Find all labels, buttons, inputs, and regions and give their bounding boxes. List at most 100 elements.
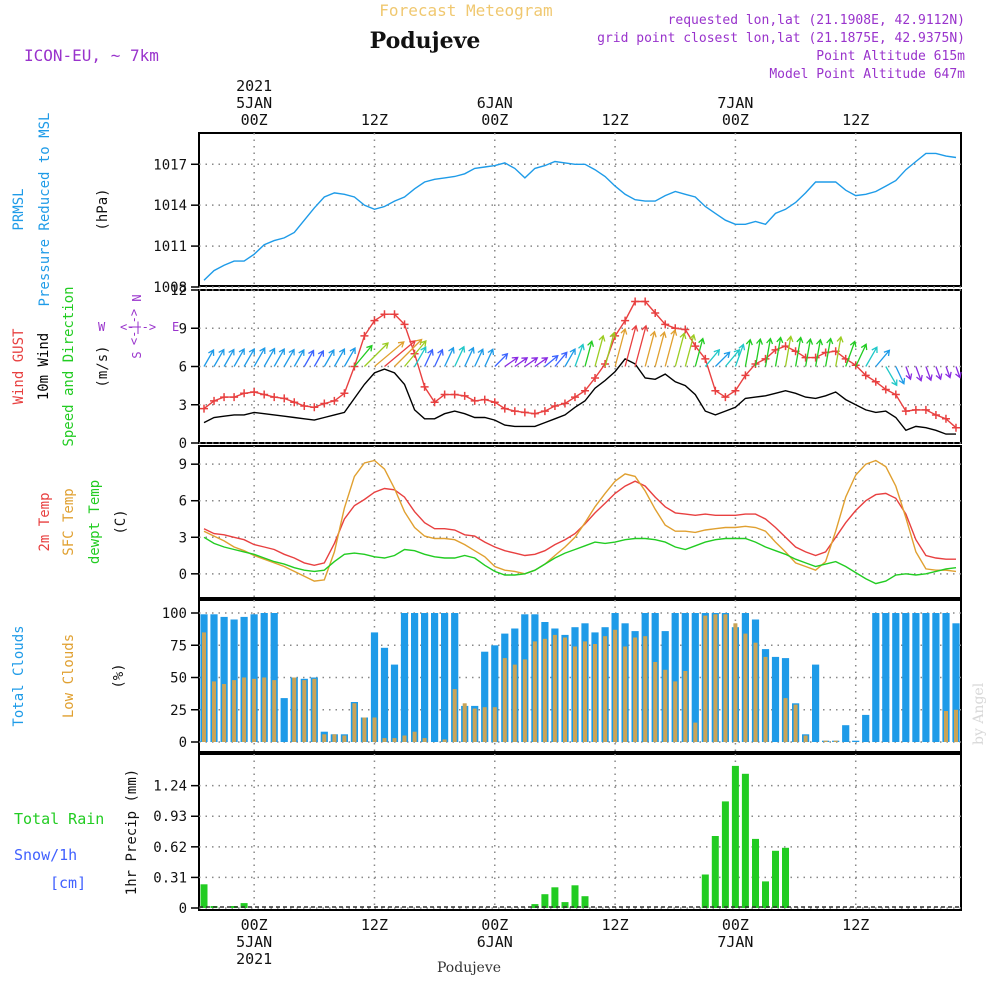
wind-arrow (484, 348, 495, 367)
gust-marker (921, 405, 930, 414)
gust-marker (310, 403, 319, 412)
wind-arrow (764, 337, 774, 367)
grid-point-coords: grid point closest lon,lat (21.1875E, 42… (597, 31, 965, 46)
total-cloud-bar (210, 614, 218, 742)
low-cloud-bar (312, 678, 317, 742)
gust-marker (200, 404, 209, 413)
time-label-bottom: 12Z (602, 916, 629, 934)
wind-arrow (313, 349, 325, 367)
low-cloud-bar (402, 735, 407, 742)
gust-marker (801, 353, 810, 362)
wind-arrow (784, 335, 794, 367)
wind-arrow (574, 343, 585, 367)
wind-arrow (444, 346, 455, 367)
wind-arrow (263, 347, 276, 367)
gust-marker (210, 396, 219, 405)
wind-arrow (724, 348, 741, 367)
total-cloud-bar (691, 613, 699, 742)
wind-arrow (604, 331, 617, 367)
low-cloud-bar (362, 717, 367, 742)
y-tick-label: 25 (170, 703, 187, 719)
product-title: Forecast Meteogram (379, 1, 552, 20)
total-cloud-bar (451, 613, 459, 742)
wind-arrow (584, 339, 595, 367)
gust-marker (530, 409, 539, 418)
gust-marker (460, 391, 469, 400)
panel-label: Low Clouds (61, 634, 77, 718)
wind-arrow (253, 346, 266, 367)
total-cloud-bar (902, 613, 910, 742)
low-cloud-bar (482, 707, 487, 742)
wind-arrow (885, 366, 898, 387)
time-label-top: 00Z (481, 111, 508, 129)
gust-marker (941, 414, 950, 423)
wind-arrow (554, 351, 568, 367)
wind-arrow (534, 357, 549, 368)
low-cloud-bar (613, 629, 618, 742)
gust-marker (601, 359, 610, 368)
gust-marker (591, 373, 600, 382)
wind-arrow (424, 348, 434, 367)
gust-marker (621, 316, 630, 325)
total-cloud-bar (370, 632, 379, 742)
low-cloud-bar (713, 614, 718, 742)
gust-marker (631, 297, 640, 306)
low-cloud-bar (222, 684, 227, 742)
gust-marker (520, 408, 529, 417)
wind-arrow (624, 324, 639, 367)
gust-marker (270, 393, 279, 402)
wind-arrow (343, 346, 356, 367)
wind-arrow (935, 366, 943, 381)
y-tick-label: 6 (179, 494, 187, 510)
gust-marker (480, 395, 489, 404)
gust-marker (641, 297, 650, 306)
wind-arrow (814, 338, 824, 367)
wind-arrow (283, 348, 295, 367)
wind-arrow (494, 352, 509, 367)
wind-arrow (754, 337, 764, 367)
credit: by Angel (971, 682, 987, 745)
wind-arrow (243, 348, 255, 367)
time-label-top: 5JAN (236, 94, 272, 112)
wind-arrow (464, 346, 475, 367)
wind-arrow (794, 336, 804, 367)
gust-marker (400, 320, 409, 329)
low-cloud-bar (372, 717, 377, 742)
y-tick-label: 1008 (153, 280, 187, 296)
low-cloud-bar (272, 680, 277, 742)
low-cloud-bar (793, 704, 798, 742)
time-label-top: 2021 (236, 77, 272, 95)
y-tick-label: 12 (170, 283, 187, 299)
wind-arrow (634, 324, 649, 367)
total-cloud-bar (912, 613, 920, 742)
wind-arrow (213, 348, 225, 367)
total-cloud-bar (411, 613, 419, 742)
wind-arrow (714, 351, 731, 367)
y-tick-label: 50 (170, 671, 187, 687)
gust-marker (911, 405, 920, 414)
y-tick-label: 0 (179, 901, 187, 917)
low-cloud-bar (573, 646, 577, 742)
total-cloud-bar (280, 698, 288, 742)
low-cloud-bar (442, 739, 447, 742)
requested-coords: requested lon,lat (21.1908E, 42.9112N) (668, 13, 965, 28)
precip-label-snow: Snow/1h (14, 846, 77, 864)
wind-arrow (323, 348, 335, 367)
wind-arrow (845, 340, 857, 367)
low-cloud-bar (743, 633, 748, 742)
low-cloud-bar (342, 735, 347, 742)
wind-arrow (233, 348, 245, 367)
model-altitude: Model Point Altitude 647m (769, 67, 965, 82)
gust-marker (581, 386, 590, 395)
gust-marker (901, 407, 910, 416)
wind-arrow (835, 335, 844, 367)
y-tick-label: 1014 (153, 198, 187, 214)
gust-marker (711, 386, 720, 395)
gust-marker (450, 390, 459, 399)
compass-arrows-vertical: <-|-> (127, 309, 141, 345)
wind-arrow (614, 327, 628, 367)
wind-arrow (895, 366, 906, 385)
panel-frame (198, 445, 962, 599)
